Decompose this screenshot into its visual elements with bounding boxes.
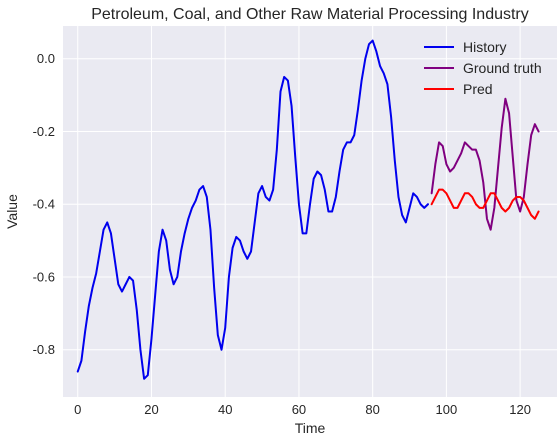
y-tick-label: -0.4 bbox=[33, 197, 55, 212]
series-line-pred bbox=[430, 188, 540, 220]
x-tick-label: 40 bbox=[218, 402, 232, 417]
y-tick-label: -0.6 bbox=[33, 269, 55, 284]
legend-entry: Pred bbox=[463, 81, 493, 97]
y-tick-label: -0.2 bbox=[33, 124, 55, 139]
y-axis-label: Value bbox=[4, 194, 20, 229]
legend: History Ground truth Pred bbox=[424, 39, 542, 97]
y-tick-label: -0.8 bbox=[33, 342, 55, 357]
x-tick-label: 20 bbox=[144, 402, 158, 417]
y-tick-label: 0.0 bbox=[37, 51, 55, 66]
legend-entry: Ground truth bbox=[463, 60, 542, 76]
legend-entry: History bbox=[463, 39, 507, 55]
x-axis-label: Time bbox=[295, 420, 326, 436]
x-tick-label: 60 bbox=[292, 402, 306, 417]
chart-title: Petroleum, Coal, and Other Raw Material … bbox=[91, 6, 529, 23]
series-layer bbox=[76, 39, 540, 380]
x-tick-label: 100 bbox=[436, 402, 458, 417]
x-tick-label: 120 bbox=[509, 402, 531, 417]
x-tick-label: 80 bbox=[365, 402, 379, 417]
x-tick-label: 0 bbox=[74, 402, 81, 417]
series-line-ground-truth bbox=[430, 97, 540, 231]
y-tick-labels: 0.0 -0.2 -0.4 -0.6 -0.8 bbox=[33, 51, 55, 357]
x-tick-labels: 0 20 40 60 80 100 120 bbox=[74, 402, 531, 417]
series-line-history bbox=[76, 39, 429, 380]
